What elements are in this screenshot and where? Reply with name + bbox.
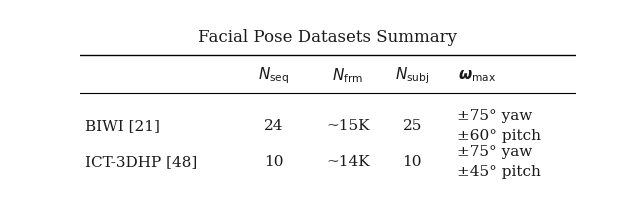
Text: ~14K: ~14K bbox=[326, 154, 370, 168]
Text: 24: 24 bbox=[264, 118, 283, 132]
Text: ±75° yaw
±60° pitch: ±75° yaw ±60° pitch bbox=[457, 109, 541, 142]
Text: $\boldsymbol{\omega}_{\mathrm{max}}$: $\boldsymbol{\omega}_{\mathrm{max}}$ bbox=[458, 68, 496, 83]
Text: BIWI [21]: BIWI [21] bbox=[85, 118, 160, 132]
Text: ±75° yaw
±45° pitch: ±75° yaw ±45° pitch bbox=[457, 144, 541, 178]
Text: 10: 10 bbox=[403, 154, 422, 168]
Text: 10: 10 bbox=[264, 154, 283, 168]
Text: $N_{\mathrm{frm}}$: $N_{\mathrm{frm}}$ bbox=[332, 66, 364, 85]
Text: $N_{\mathrm{subj}}$: $N_{\mathrm{subj}}$ bbox=[395, 65, 429, 86]
Text: $N_{\mathrm{seq}}$: $N_{\mathrm{seq}}$ bbox=[258, 65, 289, 86]
Text: 25: 25 bbox=[403, 118, 422, 132]
Text: ~15K: ~15K bbox=[326, 118, 369, 132]
Text: ICT-3DHP [48]: ICT-3DHP [48] bbox=[85, 154, 197, 168]
Text: Facial Pose Datasets Summary: Facial Pose Datasets Summary bbox=[198, 29, 458, 46]
